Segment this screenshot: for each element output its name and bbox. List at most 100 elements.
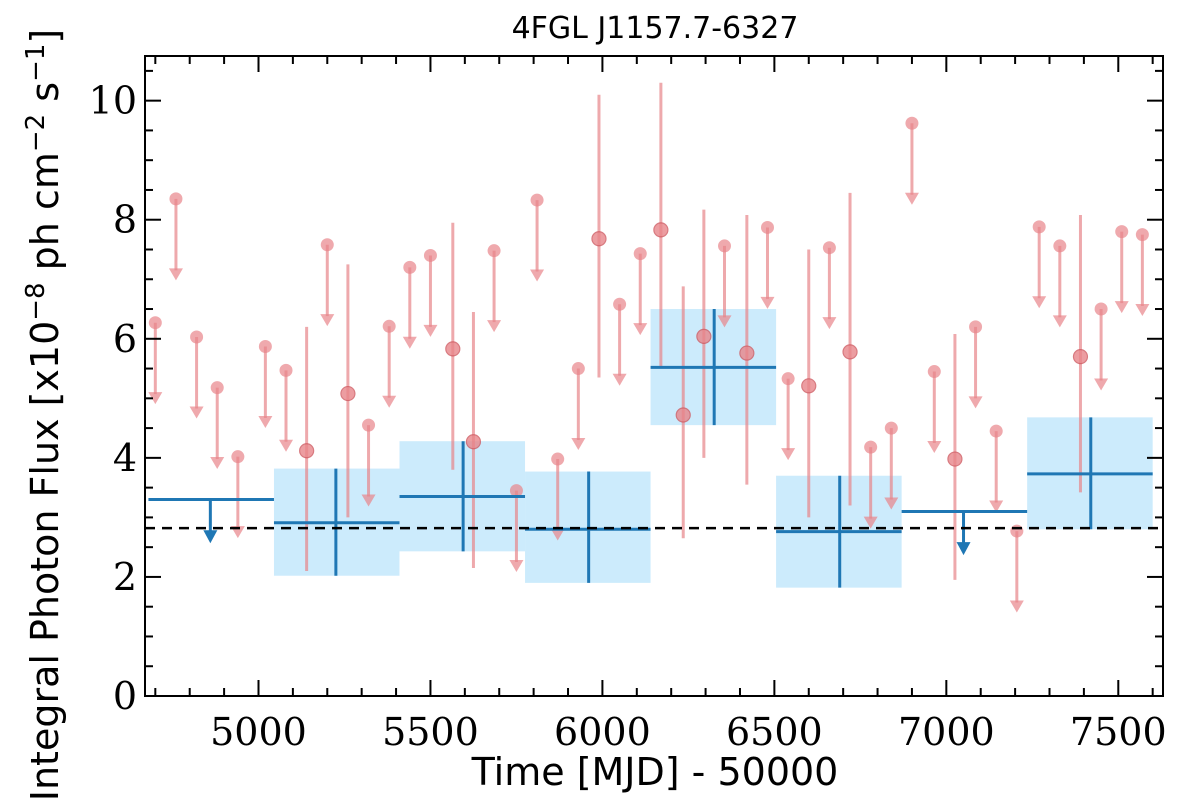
- detection-marker: [445, 341, 461, 357]
- short-bin-upper-limit: [1135, 228, 1150, 317]
- upper-limit-marker: [969, 320, 983, 334]
- upper-limit-marker: [551, 452, 565, 466]
- short-bin-upper-limit: [884, 421, 899, 510]
- upper-limit-arrow: [760, 296, 775, 309]
- long-bin-detection: [776, 475, 902, 588]
- short-bin-upper-limit: [189, 330, 204, 419]
- short-bin-upper-limit: [279, 363, 294, 452]
- detection-marker: [696, 328, 712, 345]
- upper-limit-marker: [403, 260, 417, 274]
- upper-limit-marker: [382, 319, 396, 333]
- short-bin-upper-limit: [781, 372, 796, 461]
- upper-limit-marker: [989, 424, 1003, 438]
- long-bin-detection: [399, 441, 526, 552]
- y-tick-label: 6: [113, 317, 137, 361]
- upper-limit-arrow: [203, 530, 218, 544]
- short-bin-upper-limit: [904, 116, 919, 205]
- detection-marker: [1072, 349, 1089, 365]
- short-bin-detection: [299, 326, 315, 571]
- upper-limit-marker: [190, 330, 204, 344]
- y-tick-label: 10: [89, 79, 137, 123]
- x-tick-labels: 5000 5500 6000 6500 7000 7500: [210, 710, 1167, 754]
- detection-marker: [340, 385, 356, 402]
- upper-limit-marker: [822, 241, 836, 255]
- long-bin-detection: [650, 309, 777, 426]
- short-bin-upper-limit: [550, 452, 565, 541]
- short-bin-upper-limit: [863, 440, 878, 529]
- upper-limit-marker: [509, 484, 523, 498]
- short-bin-upper-limit: [1094, 302, 1109, 391]
- upper-limit-arrow: [633, 323, 648, 336]
- plot-frame: [144, 55, 1164, 697]
- upper-limit-arrow: [258, 415, 273, 428]
- short-bin-upper-limit: [571, 362, 586, 450]
- short-bin-upper-limit: [168, 192, 183, 281]
- x-tick-label: 5500: [382, 710, 479, 754]
- upper-limit-arrow: [1114, 301, 1129, 314]
- detection-marker: [739, 345, 755, 361]
- x-tick-label: 5000: [210, 710, 307, 754]
- upper-limit-arrow: [927, 440, 942, 453]
- upper-limit-marker: [571, 362, 585, 376]
- upper-limit-marker: [423, 248, 437, 262]
- short-bin-upper-limit: [230, 450, 245, 539]
- upper-limit-marker: [884, 421, 898, 435]
- upper-limit-arrow: [781, 448, 796, 461]
- short-bin-upper-limit: [487, 244, 502, 333]
- upper-limit-arrow: [717, 315, 732, 328]
- upper-limit-arrow: [989, 500, 1004, 513]
- upper-limit-arrow: [402, 336, 417, 349]
- upper-limit-arrow: [571, 438, 586, 450]
- short-bin-upper-limit: [612, 297, 627, 386]
- upper-limit-arrow: [968, 396, 983, 409]
- upper-limit-arrow: [382, 395, 397, 408]
- upper-limit-arrow: [361, 494, 376, 507]
- detection-marker: [801, 378, 817, 394]
- upper-limit-marker: [169, 192, 183, 206]
- upper-limit-marker: [1032, 220, 1046, 234]
- upper-limit-arrow: [487, 320, 502, 333]
- upper-limit-marker: [613, 297, 627, 311]
- long-bin-upper-limit: [901, 509, 1028, 556]
- upper-limit-arrow: [1094, 378, 1109, 391]
- short-bin-upper-limit: [148, 316, 163, 405]
- short-bin-upper-limit: [633, 247, 648, 336]
- detection-marker: [653, 222, 669, 238]
- short-bin-upper-limit: [822, 241, 837, 330]
- detection-marker: [947, 451, 963, 467]
- short-bin-upper-limit: [1032, 220, 1047, 309]
- long-bin-detection: [273, 468, 400, 576]
- upper-limit-arrow: [509, 560, 524, 573]
- detection-marker: [591, 231, 607, 247]
- y-tick-label: 0: [113, 674, 137, 718]
- upper-limit-arrow: [822, 317, 837, 330]
- upper-limit-arrow: [279, 439, 294, 452]
- upper-limit-marker: [781, 372, 795, 386]
- upper-limit-marker: [258, 340, 272, 354]
- upper-limit-marker: [279, 363, 293, 377]
- upper-limit-marker: [633, 247, 647, 261]
- upper-limit-marker: [148, 316, 162, 330]
- y-tick-label: 8: [113, 198, 137, 242]
- x-tick-label: 6500: [726, 710, 823, 754]
- short-bin-upper-limit: [382, 319, 397, 408]
- long-bin-upper-limit: [148, 498, 274, 544]
- y-axis-label: Integral Photon Flux [x10−8 ph cm−2 s−1]: [21, 29, 67, 800]
- short-bin-upper-limit: [968, 320, 983, 409]
- x-tick-label: 7500: [1070, 710, 1167, 754]
- upper-limit-marker: [1053, 239, 1067, 253]
- upper-limit-arrow: [1009, 600, 1024, 613]
- detection-marker: [675, 407, 691, 423]
- short-bin-detection: [1072, 214, 1089, 493]
- upper-limit-marker: [231, 450, 245, 464]
- upper-limit-arrow: [1135, 304, 1150, 317]
- detection-marker: [299, 443, 315, 459]
- short-bin-upper-limit: [258, 340, 273, 428]
- upper-limit-marker: [530, 193, 544, 207]
- long-bin-detection: [1027, 417, 1153, 530]
- short-bin-upper-limit: [530, 193, 545, 282]
- upper-limit-arrow: [904, 192, 919, 205]
- short-bin-detection: [947, 334, 963, 580]
- short-bin-detection: [842, 192, 858, 506]
